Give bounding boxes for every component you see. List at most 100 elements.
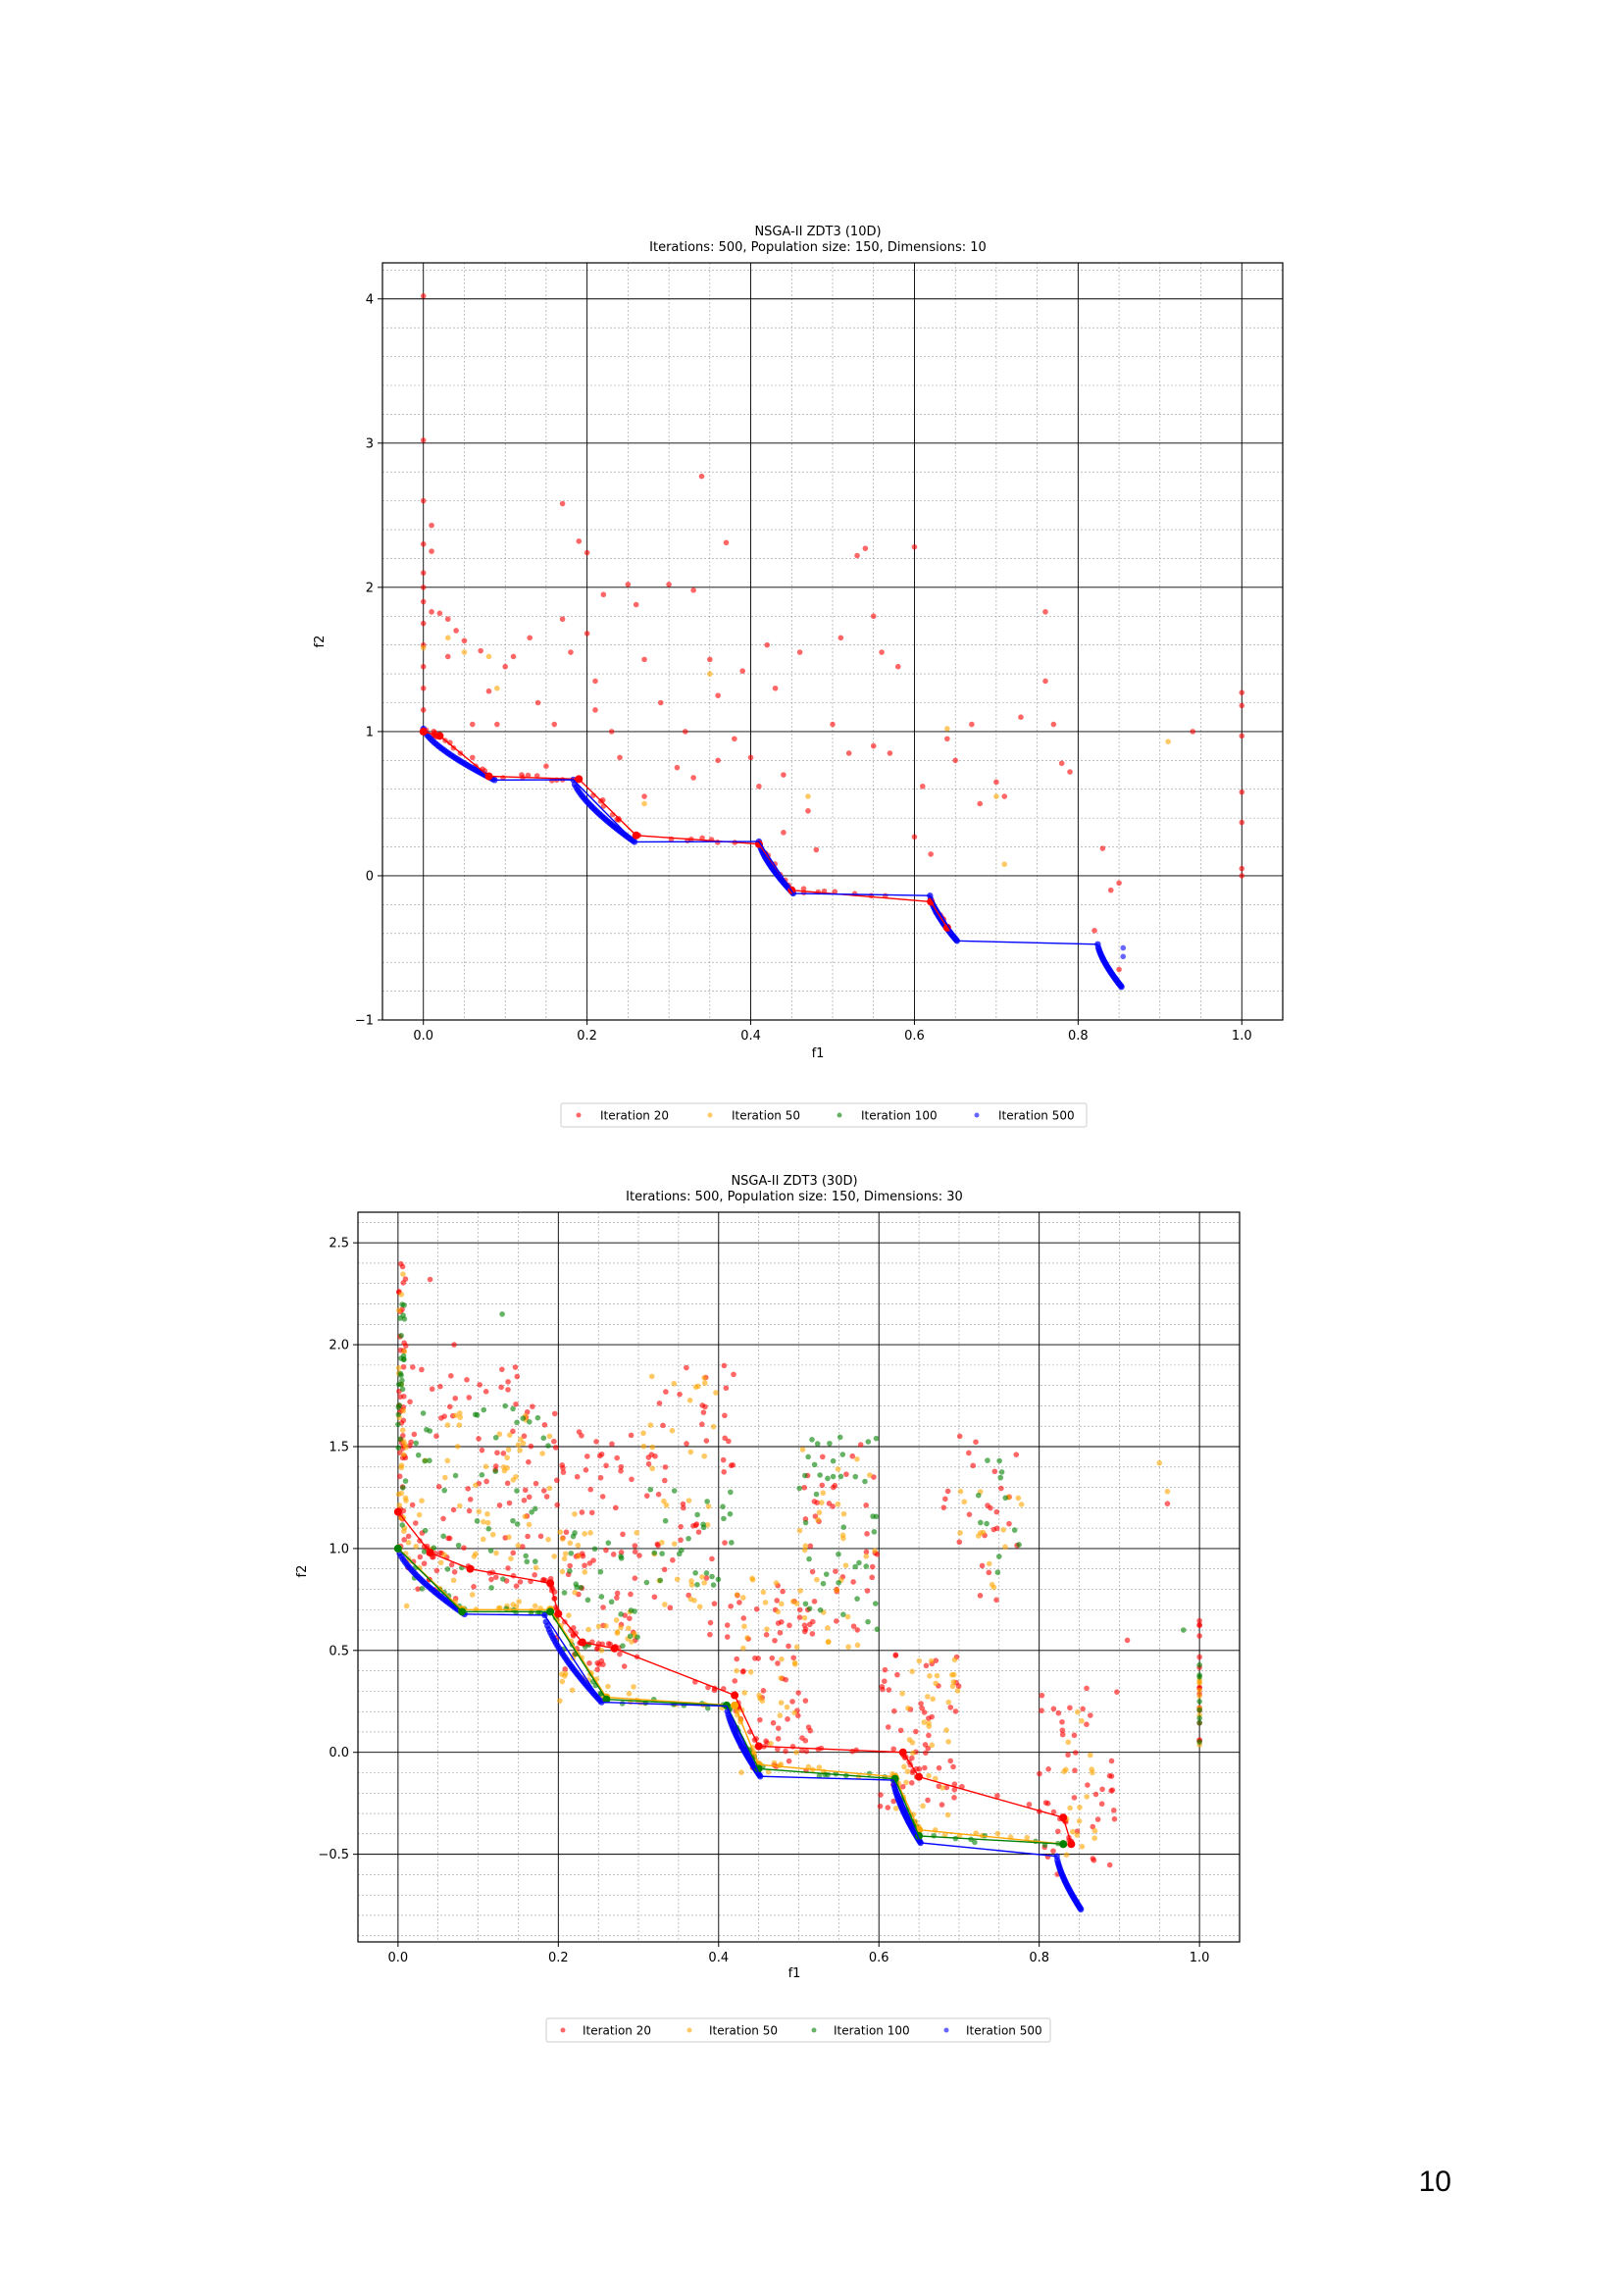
point-iteration-500 (725, 1711, 732, 1718)
point-iteration-100 (1016, 1542, 1022, 1548)
point-iteration-500 (745, 1755, 752, 1761)
point-iteration-20 (524, 1408, 531, 1415)
x-tick-label: 0.0 (413, 1029, 433, 1044)
point-iteration-500 (890, 1781, 897, 1789)
point-iteration-20 (565, 1571, 572, 1578)
point-iteration-20 (610, 1552, 617, 1557)
point-iteration-100 (420, 1410, 427, 1416)
point-iteration-50 (662, 1602, 668, 1607)
point-iteration-20 (869, 1563, 876, 1570)
point-iteration-20 (641, 656, 647, 663)
point-iteration-100 (415, 1452, 422, 1458)
point-iteration-20 (779, 1618, 785, 1625)
point-iteration-20 (772, 1637, 778, 1644)
point-iteration-20 (505, 1565, 511, 1571)
point-iteration-500 (746, 1758, 754, 1764)
point-iteration-20 (882, 1666, 888, 1673)
point-iteration-20 (760, 1688, 767, 1694)
point-iteration-500 (588, 1688, 595, 1695)
point-iteration-500 (727, 1716, 734, 1724)
point-iteration-500 (586, 1686, 594, 1693)
point-iteration-20 (834, 1586, 839, 1593)
x-tick-label: 1.0 (1190, 1951, 1210, 1965)
point-iteration-50 (950, 1671, 957, 1678)
point-iteration-20 (680, 1501, 686, 1507)
point-iteration-100 (676, 1551, 683, 1557)
point-iteration-50 (663, 1502, 670, 1508)
point-iteration-50 (398, 1490, 405, 1497)
point-iteration-50 (926, 1772, 932, 1779)
point-iteration-20 (543, 1494, 550, 1500)
point-iteration-20 (539, 1577, 546, 1584)
point-iteration-20 (1190, 729, 1195, 735)
front-line-iteration-50-marker (915, 1825, 924, 1834)
point-iteration-20 (605, 1641, 612, 1647)
point-iteration-20 (805, 1724, 812, 1730)
point-iteration-20 (942, 1496, 948, 1503)
point-iteration-100 (520, 1415, 527, 1421)
point-iteration-100 (681, 1702, 687, 1708)
point-iteration-50 (747, 1668, 754, 1675)
point-iteration-50 (1018, 1502, 1025, 1507)
point-iteration-50 (507, 1606, 513, 1613)
point-iteration-20 (979, 1562, 986, 1569)
point-iteration-20 (397, 1308, 404, 1315)
point-iteration-20 (1042, 609, 1048, 615)
point-iteration-50 (551, 1554, 557, 1559)
point-iteration-100 (802, 1601, 809, 1607)
point-iteration-20 (486, 1570, 493, 1576)
point-iteration-100 (694, 1581, 700, 1588)
point-iteration-100 (837, 1434, 843, 1441)
point-iteration-20 (900, 1752, 906, 1759)
point-iteration-50 (945, 1739, 951, 1745)
point-iteration-500 (560, 1652, 567, 1658)
point-iteration-500 (906, 1820, 913, 1827)
point-iteration-500 (590, 1691, 598, 1698)
point-iteration-50 (656, 1577, 663, 1584)
point-iteration-20 (998, 1485, 1004, 1492)
point-iteration-50 (416, 1511, 423, 1518)
point-iteration-20 (684, 1364, 689, 1371)
point-iteration-100 (436, 1587, 443, 1593)
point-iteration-20 (431, 1587, 437, 1593)
front-line-iteration-20-marker (484, 772, 493, 781)
point-iteration-500 (736, 1738, 743, 1745)
point-iteration-20 (690, 1523, 696, 1529)
point-iteration-20 (732, 1678, 738, 1684)
point-iteration-20 (429, 1386, 435, 1393)
point-iteration-20 (952, 757, 958, 764)
point-iteration-100 (657, 1577, 664, 1584)
point-iteration-50 (546, 1485, 553, 1492)
point-iteration-500 (434, 1591, 441, 1598)
point-iteration-50 (791, 1661, 798, 1667)
point-iteration-20 (552, 1445, 559, 1451)
point-iteration-50 (1156, 1459, 1163, 1466)
point-iteration-20 (400, 1443, 407, 1450)
point-iteration-500 (568, 1663, 576, 1670)
point-iteration-20 (1068, 1838, 1074, 1845)
point-iteration-50 (494, 685, 500, 691)
point-iteration-50 (648, 1373, 655, 1380)
legend-label-iteration-50: Iteration 50 (732, 1109, 800, 1123)
point-iteration-50 (647, 1422, 654, 1428)
point-iteration-20 (1050, 721, 1057, 728)
point-iteration-100 (619, 1701, 626, 1707)
point-iteration-50 (575, 1651, 582, 1657)
point-iteration-50 (977, 1530, 984, 1536)
point-iteration-50 (825, 1639, 832, 1645)
point-iteration-20 (617, 1651, 623, 1657)
point-iteration-500 (914, 1835, 922, 1842)
front-line-iteration-20-marker (554, 1609, 563, 1618)
point-iteration-20 (489, 1569, 496, 1576)
point-iteration-20 (1036, 1809, 1042, 1814)
point-iteration-20 (1090, 1823, 1096, 1830)
point-iteration-100 (836, 1551, 841, 1557)
point-iteration-100 (441, 1589, 447, 1596)
point-iteration-20 (674, 764, 681, 771)
legend-frame (560, 1102, 1088, 1128)
point-iteration-500 (1075, 1902, 1082, 1910)
point-iteration-20 (400, 1348, 407, 1353)
point-iteration-100 (1196, 1672, 1202, 1678)
point-iteration-50 (956, 1832, 963, 1839)
point-iteration-20 (524, 1513, 531, 1519)
